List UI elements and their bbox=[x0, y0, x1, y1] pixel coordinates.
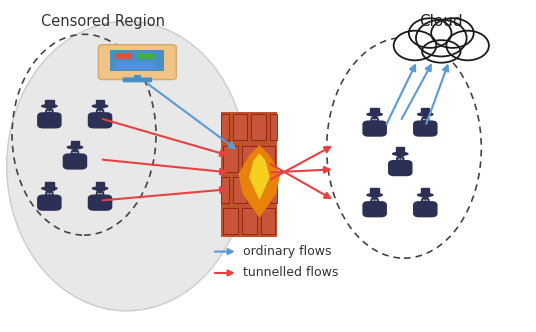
Ellipse shape bbox=[418, 194, 433, 196]
FancyBboxPatch shape bbox=[134, 75, 141, 80]
Ellipse shape bbox=[71, 149, 79, 156]
Ellipse shape bbox=[423, 119, 425, 120]
Ellipse shape bbox=[371, 117, 378, 123]
FancyBboxPatch shape bbox=[221, 112, 277, 237]
Ellipse shape bbox=[372, 119, 374, 120]
Ellipse shape bbox=[418, 113, 433, 116]
Ellipse shape bbox=[372, 200, 374, 201]
FancyBboxPatch shape bbox=[45, 182, 54, 190]
Text: tunnelled flows: tunnelled flows bbox=[243, 267, 338, 280]
FancyBboxPatch shape bbox=[363, 121, 386, 136]
Ellipse shape bbox=[431, 18, 474, 48]
FancyBboxPatch shape bbox=[414, 202, 437, 217]
Ellipse shape bbox=[7, 21, 247, 311]
FancyBboxPatch shape bbox=[45, 100, 54, 107]
FancyBboxPatch shape bbox=[270, 114, 277, 140]
FancyBboxPatch shape bbox=[421, 108, 429, 116]
FancyBboxPatch shape bbox=[389, 161, 412, 176]
Ellipse shape bbox=[371, 197, 378, 204]
Ellipse shape bbox=[46, 108, 53, 115]
Ellipse shape bbox=[375, 119, 377, 120]
Ellipse shape bbox=[92, 105, 108, 108]
FancyBboxPatch shape bbox=[137, 53, 155, 59]
FancyBboxPatch shape bbox=[233, 114, 247, 140]
FancyBboxPatch shape bbox=[96, 182, 104, 190]
Ellipse shape bbox=[98, 193, 100, 194]
FancyBboxPatch shape bbox=[261, 208, 275, 234]
FancyBboxPatch shape bbox=[396, 147, 404, 155]
Ellipse shape bbox=[426, 200, 428, 201]
Ellipse shape bbox=[98, 111, 100, 112]
Ellipse shape bbox=[100, 111, 102, 112]
Ellipse shape bbox=[96, 191, 103, 198]
FancyBboxPatch shape bbox=[221, 177, 228, 203]
FancyBboxPatch shape bbox=[251, 177, 266, 203]
Polygon shape bbox=[250, 154, 269, 199]
Ellipse shape bbox=[400, 158, 403, 160]
Ellipse shape bbox=[72, 152, 75, 153]
FancyBboxPatch shape bbox=[38, 195, 61, 210]
Ellipse shape bbox=[426, 119, 428, 120]
Ellipse shape bbox=[367, 194, 382, 196]
FancyBboxPatch shape bbox=[110, 50, 165, 71]
Text: Censored Region: Censored Region bbox=[41, 14, 166, 29]
FancyBboxPatch shape bbox=[370, 189, 379, 196]
Ellipse shape bbox=[50, 111, 52, 112]
FancyBboxPatch shape bbox=[224, 208, 238, 234]
Ellipse shape bbox=[422, 40, 460, 63]
Ellipse shape bbox=[92, 187, 108, 190]
FancyBboxPatch shape bbox=[221, 114, 228, 140]
FancyBboxPatch shape bbox=[71, 141, 79, 148]
Ellipse shape bbox=[416, 20, 467, 56]
FancyBboxPatch shape bbox=[270, 177, 277, 203]
Ellipse shape bbox=[446, 31, 489, 60]
FancyBboxPatch shape bbox=[88, 113, 111, 128]
Ellipse shape bbox=[100, 193, 102, 194]
FancyBboxPatch shape bbox=[115, 53, 132, 59]
Ellipse shape bbox=[423, 200, 425, 201]
FancyBboxPatch shape bbox=[261, 146, 275, 172]
FancyBboxPatch shape bbox=[115, 61, 155, 69]
Ellipse shape bbox=[47, 193, 49, 194]
Ellipse shape bbox=[392, 152, 408, 155]
Ellipse shape bbox=[422, 197, 429, 204]
Ellipse shape bbox=[96, 108, 103, 115]
FancyBboxPatch shape bbox=[96, 100, 104, 107]
Ellipse shape bbox=[50, 193, 52, 194]
FancyBboxPatch shape bbox=[123, 77, 152, 82]
Ellipse shape bbox=[422, 117, 429, 123]
Ellipse shape bbox=[398, 158, 400, 160]
FancyBboxPatch shape bbox=[421, 189, 429, 196]
Ellipse shape bbox=[375, 200, 377, 201]
FancyBboxPatch shape bbox=[414, 121, 437, 136]
Ellipse shape bbox=[42, 105, 57, 108]
FancyBboxPatch shape bbox=[233, 177, 247, 203]
FancyBboxPatch shape bbox=[99, 45, 176, 80]
FancyBboxPatch shape bbox=[38, 113, 61, 128]
FancyBboxPatch shape bbox=[370, 108, 379, 116]
Text: Cloud: Cloud bbox=[420, 14, 463, 29]
Polygon shape bbox=[239, 146, 280, 217]
Ellipse shape bbox=[75, 152, 78, 153]
FancyBboxPatch shape bbox=[242, 208, 257, 234]
FancyBboxPatch shape bbox=[224, 146, 238, 172]
FancyBboxPatch shape bbox=[88, 195, 111, 210]
FancyBboxPatch shape bbox=[242, 146, 257, 172]
FancyBboxPatch shape bbox=[363, 202, 386, 217]
Ellipse shape bbox=[393, 31, 436, 60]
Ellipse shape bbox=[68, 146, 83, 149]
Text: ordinary flows: ordinary flows bbox=[243, 245, 331, 258]
Ellipse shape bbox=[409, 18, 451, 48]
Ellipse shape bbox=[397, 156, 404, 163]
FancyBboxPatch shape bbox=[63, 154, 86, 169]
Ellipse shape bbox=[42, 187, 57, 190]
Ellipse shape bbox=[47, 111, 49, 112]
Ellipse shape bbox=[367, 113, 382, 116]
Ellipse shape bbox=[46, 191, 53, 198]
FancyBboxPatch shape bbox=[251, 114, 266, 140]
